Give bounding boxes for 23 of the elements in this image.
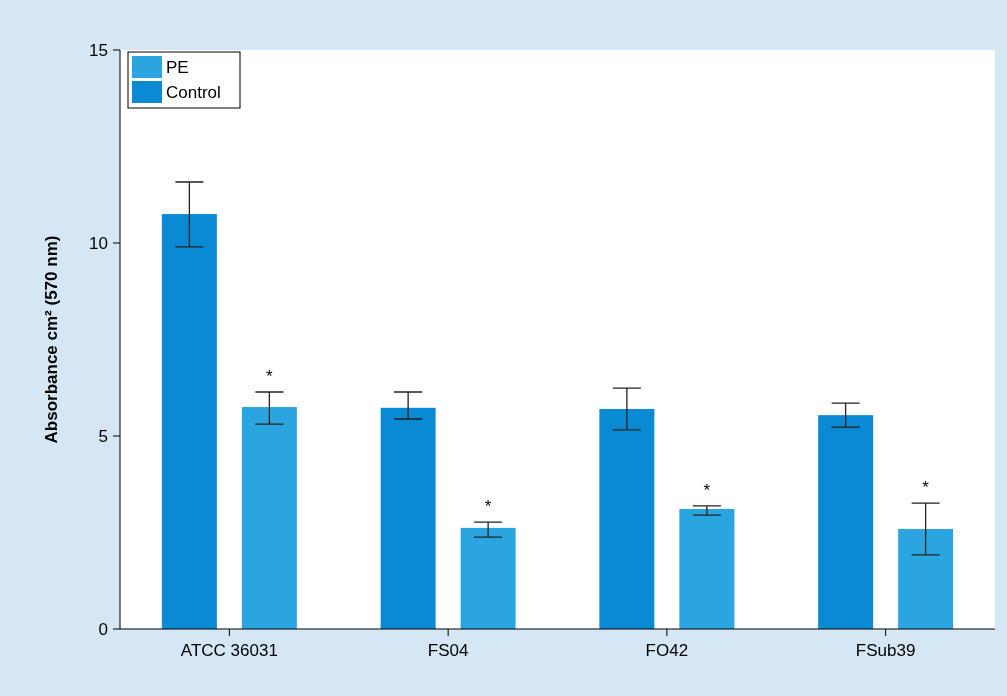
y-tick-label: 0 (98, 619, 108, 639)
annotation: * (266, 366, 274, 386)
x-tick-label: FSub39 (855, 641, 916, 660)
annotation: * (922, 478, 930, 498)
bar (599, 408, 655, 629)
y-tick-label: 5 (98, 426, 108, 446)
annotation: * (484, 496, 492, 516)
x-tick-label: ATCC 36031 (180, 641, 278, 660)
y-axis-title: Absorbance cm² (570 nm) (42, 235, 61, 444)
bar (460, 527, 516, 629)
bar (818, 415, 874, 629)
legend-label: Control (166, 82, 221, 102)
bar (241, 407, 297, 629)
legend-label: PE (166, 57, 189, 77)
bar (161, 214, 217, 629)
x-tick-label: FS04 (427, 641, 469, 660)
bar (679, 508, 735, 629)
y-tick-label: 10 (89, 233, 108, 253)
x-tick-label: FO42 (645, 641, 689, 660)
y-tick-label: 15 (89, 40, 108, 60)
annotation: * (703, 480, 711, 500)
bar (898, 529, 954, 629)
bar (380, 407, 436, 629)
